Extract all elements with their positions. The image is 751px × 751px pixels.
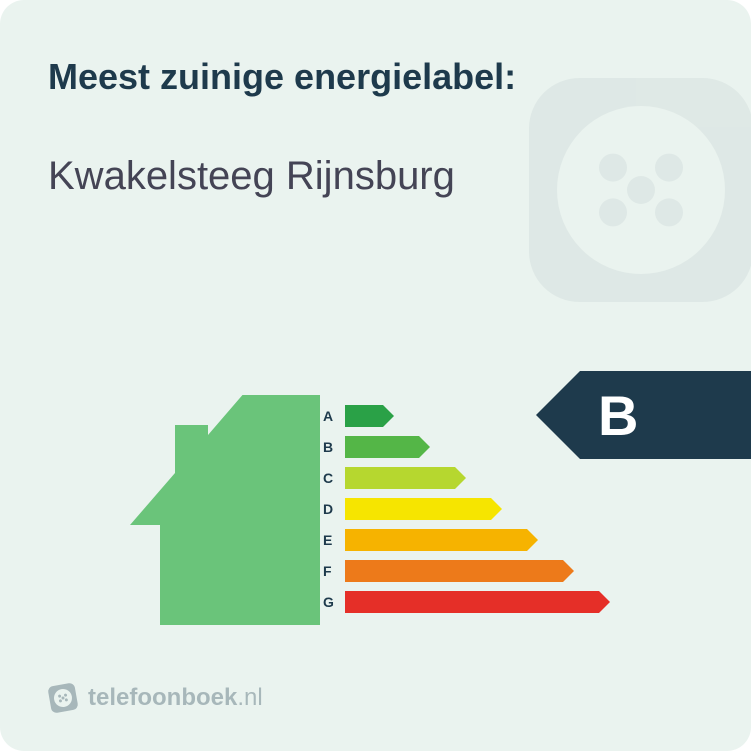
house-icon bbox=[130, 395, 320, 625]
energy-bar-row: D bbox=[323, 494, 751, 524]
footer-brand-name: telefoonboek bbox=[88, 684, 237, 711]
energy-bar-row: F bbox=[323, 556, 751, 586]
energy-bar-letter: F bbox=[323, 563, 345, 579]
result-badge: B bbox=[536, 371, 751, 459]
footer-brand-icon bbox=[46, 681, 81, 716]
energy-bar-letter: D bbox=[323, 501, 345, 517]
energy-bar-letter: A bbox=[323, 408, 345, 424]
footer: telefoonboek.nl bbox=[48, 683, 263, 713]
energy-bar-letter: B bbox=[323, 439, 345, 455]
energy-bar-row: E bbox=[323, 525, 751, 555]
energy-bar bbox=[345, 529, 527, 551]
energy-bar bbox=[345, 436, 419, 458]
badge-arrow-icon bbox=[536, 371, 580, 459]
energy-bar-row: C bbox=[323, 463, 751, 493]
energy-bar bbox=[345, 560, 563, 582]
energy-bar bbox=[345, 405, 383, 427]
energy-bar-row: G bbox=[323, 587, 751, 617]
energy-bar-letter: G bbox=[323, 594, 345, 610]
footer-brand-text: telefoonboek.nl bbox=[88, 684, 263, 712]
badge-body: B bbox=[580, 371, 751, 459]
energy-bar-letter: C bbox=[323, 470, 345, 486]
energy-bar-letter: E bbox=[323, 532, 345, 548]
footer-brand-tld: .nl bbox=[237, 684, 262, 711]
energy-bar bbox=[345, 591, 599, 613]
energy-label-card: Meest zuinige energielabel: Kwakelsteeg … bbox=[0, 0, 751, 751]
energy-bar bbox=[345, 498, 491, 520]
energy-bar bbox=[345, 467, 455, 489]
badge-letter: B bbox=[598, 383, 638, 448]
watermark-icon bbox=[501, 50, 751, 330]
